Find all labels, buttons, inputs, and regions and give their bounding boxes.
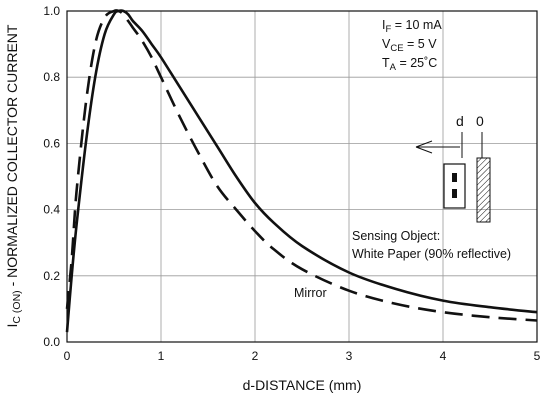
sensing-object-label: Sensing Object: — [352, 229, 440, 243]
plot-frame — [66, 10, 538, 343]
y-axis-label-main: I — [4, 324, 20, 328]
y-tick-label: 0.2 — [43, 269, 60, 283]
condition-vce: VCE = 5 V — [382, 37, 437, 54]
y-tick-label: 0.6 — [43, 136, 60, 150]
y-axis-label-rest: - NORMALIZED COLLECTOR CURRENT — [4, 24, 20, 290]
y-axis-label: IC (ON) - NORMALIZED COLLECTOR CURRENT — [4, 24, 23, 327]
x-tick-label: 2 — [252, 349, 259, 363]
x-axis-label: d-DISTANCE (mm) — [243, 377, 362, 393]
arrow-head-icon — [415, 140, 433, 154]
sensor-element-top — [452, 173, 457, 182]
sensor-diagram: d 0 — [415, 113, 491, 223]
inset-d-label: d — [456, 113, 464, 129]
sensor-body — [443, 163, 466, 209]
x-tick-labels: 0 1 2 3 4 5 — [64, 349, 541, 363]
grid — [67, 11, 537, 342]
sensor-element-bottom — [452, 189, 457, 198]
condition-if: IF = 10 mA — [382, 18, 442, 35]
y-tick-label: 0.8 — [43, 70, 60, 84]
x-tick-label: 3 — [346, 349, 353, 363]
y-tick-labels: 0.0 0.2 0.4 0.6 0.8 1.0 — [43, 4, 60, 349]
conditions-annotation: IF = 10 mA VCE = 5 V TA = 25˚C — [382, 18, 442, 73]
series-line-white-paper — [65, 9, 538, 333]
x-tick-label: 5 — [534, 349, 541, 363]
series-line-mirror — [65, 9, 538, 322]
condition-ta: TA = 25˚C — [382, 56, 437, 73]
y-axis-label-sub: C (ON) — [11, 290, 23, 323]
y-tick-label: 1.0 — [43, 4, 60, 18]
y-tick-label: 0.4 — [43, 203, 60, 217]
series — [65, 9, 538, 333]
y-tick-label: 0.0 — [43, 335, 60, 349]
white-paper-label: White Paper (90% reflective) — [352, 247, 511, 261]
mirror-label: Mirror — [294, 286, 327, 300]
inset-0-label: 0 — [476, 113, 484, 129]
x-tick-label: 0 — [64, 349, 71, 363]
x-tick-label: 4 — [440, 349, 447, 363]
x-tick-label: 1 — [158, 349, 165, 363]
reflective-object — [476, 157, 491, 223]
